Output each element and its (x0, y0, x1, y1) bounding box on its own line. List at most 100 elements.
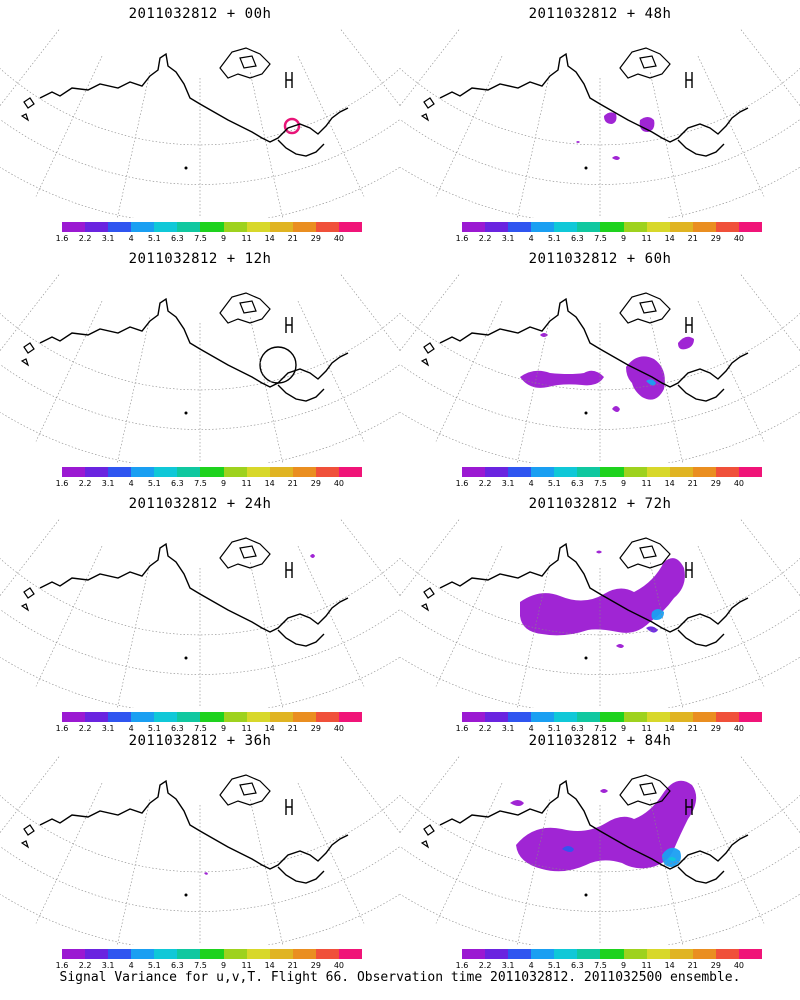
hudson-bay (285, 799, 293, 815)
meridian-gridline (777, 28, 800, 93)
colorbar-tick-label: 3.1 (501, 234, 515, 243)
meridian-gridline (649, 799, 684, 945)
meridian-gridline (377, 273, 400, 338)
colorbar-tick-label: 11 (241, 961, 252, 970)
hudson-bay (685, 72, 693, 88)
colorbar-swatch (554, 712, 578, 722)
colorbar-tick-label: 1.6 (55, 961, 69, 970)
colorbar-tick-label: 9 (220, 961, 227, 970)
coastline (439, 542, 749, 647)
colorbar-tick-label: 21 (687, 724, 698, 733)
colorbar-tick-label: 29 (710, 961, 721, 970)
colorbar (62, 467, 363, 477)
colorbar-swatch (462, 949, 486, 959)
meridian-gridline (400, 755, 423, 820)
colorbar-tick-label: 7.5 (594, 479, 607, 488)
colorbar-tick-label: 7.5 (594, 234, 607, 243)
meridian-gridline (377, 28, 400, 93)
colorbar-swatch (531, 467, 555, 477)
hawaii-island (184, 893, 188, 897)
colorbar-tick-label: 5.1 (147, 961, 161, 970)
colorbar-swatch (85, 467, 109, 477)
colorbar (62, 712, 363, 722)
colorbar-swatch (200, 222, 224, 232)
colorbar-swatch (223, 222, 247, 232)
colorbar-tick-label: 4 (528, 724, 534, 733)
colorbar (462, 222, 763, 232)
colorbar-swatch (62, 467, 86, 477)
colorbar-swatch (554, 222, 578, 232)
colorbar-swatch (154, 222, 178, 232)
colorbar-tick-label: 4 (128, 479, 134, 488)
colorbar-swatch (223, 712, 247, 722)
colorbar-tick-label: 29 (310, 234, 321, 243)
variance-contour (616, 644, 624, 648)
meridian-gridline (435, 782, 503, 924)
colorbar-swatch (738, 712, 763, 722)
colorbar-swatch (623, 222, 647, 232)
colorbar-swatch (600, 949, 624, 959)
panel-title: 2011032812 + 72h (528, 496, 672, 512)
colorbar-tick-label: 21 (687, 234, 698, 243)
variance-contour (600, 789, 608, 793)
meridian-gridline (516, 799, 551, 945)
colorbar-swatch (738, 467, 763, 477)
colorbar-tick-label: 7.5 (194, 961, 207, 970)
colorbar-tick-label: 14 (264, 961, 275, 970)
colorbar-swatch (200, 712, 224, 722)
colorbar-tick-label: 11 (241, 724, 252, 733)
hawaii-island (184, 656, 188, 660)
meridian-gridline (35, 55, 103, 197)
forecast-panel-12h: 2011032812 + 12h 1.6 2.2 3.1 4 5.1 6.3 7.5 9 11 1… (0, 245, 400, 490)
colorbar-swatch (62, 712, 86, 722)
colorbar-swatch (223, 949, 247, 959)
colorbar-swatch (338, 949, 363, 959)
colorbar-tick-label: 11 (641, 234, 652, 243)
colorbar-tick-label: 1.6 (455, 724, 469, 733)
colorbar-tick-label: 14 (664, 724, 675, 733)
meridian-gridline (116, 72, 151, 218)
meridian-gridline (249, 72, 284, 218)
variance-contour (516, 780, 697, 872)
colorbar-swatch (177, 467, 201, 477)
colorbar-ticks: 1.6 2.2 3.1 4 5.1 6.3 7.5 9 11 14 21 29 40 (56, 234, 362, 244)
meridian-gridline (435, 300, 503, 442)
colorbar-tick-label: 5.1 (147, 479, 161, 488)
colorbar-swatch (462, 467, 486, 477)
colorbar-swatch (85, 712, 109, 722)
colorbar-tick-label: 4 (528, 479, 534, 488)
colorbar-swatch (315, 467, 339, 477)
variance-contour (626, 356, 665, 400)
colorbar-tick-label: 9 (620, 961, 627, 970)
colorbar-swatch (623, 467, 647, 477)
colorbar-swatch (131, 222, 155, 232)
meridian-gridline (435, 545, 503, 687)
colorbar-tick-label: 9 (220, 724, 227, 733)
colorbar-tick-label: 11 (241, 479, 252, 488)
colorbar-tick-label: 14 (264, 479, 275, 488)
colorbar-swatch (246, 222, 270, 232)
meridian-gridline (400, 756, 460, 834)
map-12h (0, 273, 400, 463)
arctic-islands (219, 292, 271, 324)
variance-contour (310, 554, 315, 558)
variance-contour (283, 117, 301, 135)
colorbar-tick-label: 2.2 (78, 961, 92, 970)
meridian-gridline (0, 28, 23, 93)
colorbar-swatch (246, 949, 270, 959)
hawaii-island (584, 656, 588, 660)
meridian-gridline (340, 756, 400, 834)
variance-contour (668, 857, 676, 861)
colorbar-tick-label: 7.5 (594, 961, 607, 970)
colorbar-swatch (485, 222, 509, 232)
colorbar-tick-label: 29 (710, 724, 721, 733)
colorbar-swatch (715, 712, 739, 722)
meridian-gridline (0, 519, 60, 597)
meridian-gridline (0, 518, 23, 583)
colorbar-swatch (315, 712, 339, 722)
colorbar-tick-label: 9 (220, 479, 227, 488)
meridian-gridline (400, 273, 423, 338)
meridian-gridline (35, 545, 103, 687)
colorbar-swatch (646, 712, 670, 722)
aleutian-islands (420, 342, 435, 367)
